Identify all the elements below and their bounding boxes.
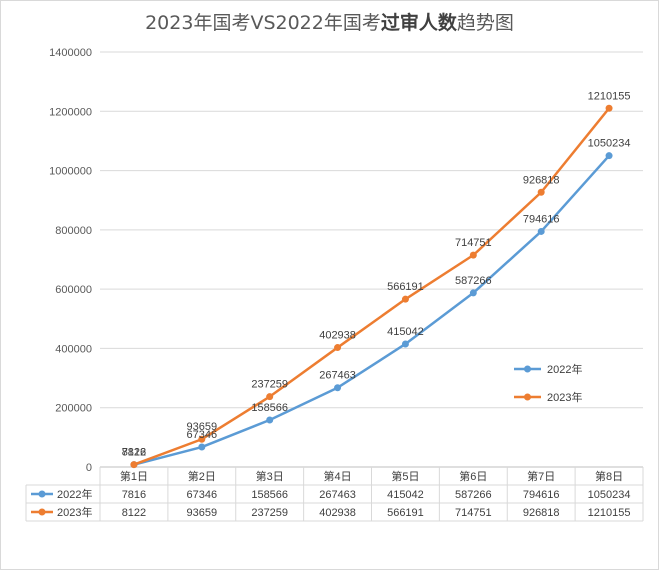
- data-point: [198, 443, 206, 451]
- y-tick-label: 800000: [55, 225, 92, 237]
- y-tick-label: 200000: [55, 403, 92, 415]
- data-point: [266, 393, 274, 401]
- data-point: [198, 435, 206, 443]
- table-cell: 587266: [455, 489, 492, 501]
- data-point: [130, 461, 138, 469]
- x-tick-label: 第4日: [324, 469, 352, 483]
- legend-label: 2023年: [547, 390, 582, 404]
- series-line-2022: [133, 154, 610, 466]
- legend-marker: [524, 393, 531, 401]
- data-point: [469, 251, 477, 259]
- data-label: 566191: [387, 281, 424, 293]
- data-label: 237259: [251, 379, 288, 391]
- x-tick-label: 第7日: [527, 469, 555, 483]
- table-cell: 158566: [251, 489, 288, 501]
- table-series-name: 2023年: [57, 505, 92, 519]
- data-point: [401, 340, 409, 348]
- data-label: 1050234: [588, 138, 631, 150]
- data-point: [605, 152, 613, 160]
- table-cell: 267463: [319, 489, 356, 501]
- x-tick-label: 第6日: [459, 469, 487, 483]
- y-tick-label: 400000: [55, 343, 92, 355]
- data-label: 67346: [187, 429, 218, 441]
- data-label: 794616: [523, 213, 560, 225]
- y-tick-label: 600000: [55, 284, 92, 296]
- data-label: 1210155: [588, 90, 631, 102]
- y-tick-label: 1000000: [49, 166, 92, 178]
- x-tick-label: 第8日: [595, 469, 623, 483]
- data-label: 158566: [251, 402, 288, 414]
- data-point: [334, 344, 342, 352]
- table-cell: 714751: [455, 507, 492, 519]
- x-tick-label: 第3日: [256, 469, 284, 483]
- data-label: 587266: [455, 275, 492, 287]
- x-tick-label: 第5日: [391, 469, 419, 483]
- data-label: 926818: [523, 174, 560, 186]
- data-label: 93659: [187, 421, 218, 433]
- chart-title-part1: 2023年国考VS2022年国考: [145, 12, 381, 34]
- chart-title-part3: 趋势图: [456, 12, 514, 34]
- data-point: [469, 289, 477, 297]
- legend-marker: [524, 365, 531, 373]
- data-point: [537, 188, 545, 196]
- table-cell: 566191: [387, 507, 424, 519]
- table-series-name: 2022年: [57, 487, 92, 501]
- table-legend-marker: [38, 490, 46, 498]
- table-legend-marker: [38, 508, 46, 516]
- chart-title-part2: 过审人数: [380, 12, 457, 34]
- table-cell: 8122: [122, 507, 146, 519]
- data-label: 714751: [455, 237, 492, 249]
- table-cell: 1050234: [588, 489, 631, 501]
- table-cell: 926818: [523, 507, 560, 519]
- data-point: [334, 384, 342, 392]
- y-tick-label: 1200000: [49, 106, 92, 118]
- table-cell: 237259: [251, 507, 288, 519]
- data-label: 7816: [122, 447, 146, 459]
- chart-title: 2023年国考VS2022年国考过审人数趋势图: [0, 8, 659, 35]
- data-point: [537, 227, 545, 235]
- table-cell: 7816: [122, 489, 146, 501]
- table-cell: 794616: [523, 489, 560, 501]
- table-cell: 93659: [187, 507, 218, 519]
- data-label: 267463: [319, 370, 356, 382]
- y-tick-label: 0: [86, 462, 92, 474]
- table-cell: 415042: [387, 489, 424, 501]
- data-label: 8122: [122, 447, 146, 459]
- table-cell: 1210155: [588, 507, 631, 519]
- x-tick-label: 第1日: [120, 469, 148, 483]
- data-point: [605, 104, 613, 112]
- data-point: [401, 295, 409, 303]
- data-point: [266, 416, 274, 424]
- series-line-2023: [133, 107, 611, 466]
- table-cell: 402938: [319, 507, 356, 519]
- legend-label: 2022年: [547, 362, 582, 376]
- data-label: 415042: [387, 326, 424, 338]
- table-cell: 67346: [187, 489, 218, 501]
- x-tick-label: 第2日: [188, 469, 216, 483]
- data-label: 402938: [319, 330, 356, 342]
- y-tick-label: 1400000: [49, 47, 92, 59]
